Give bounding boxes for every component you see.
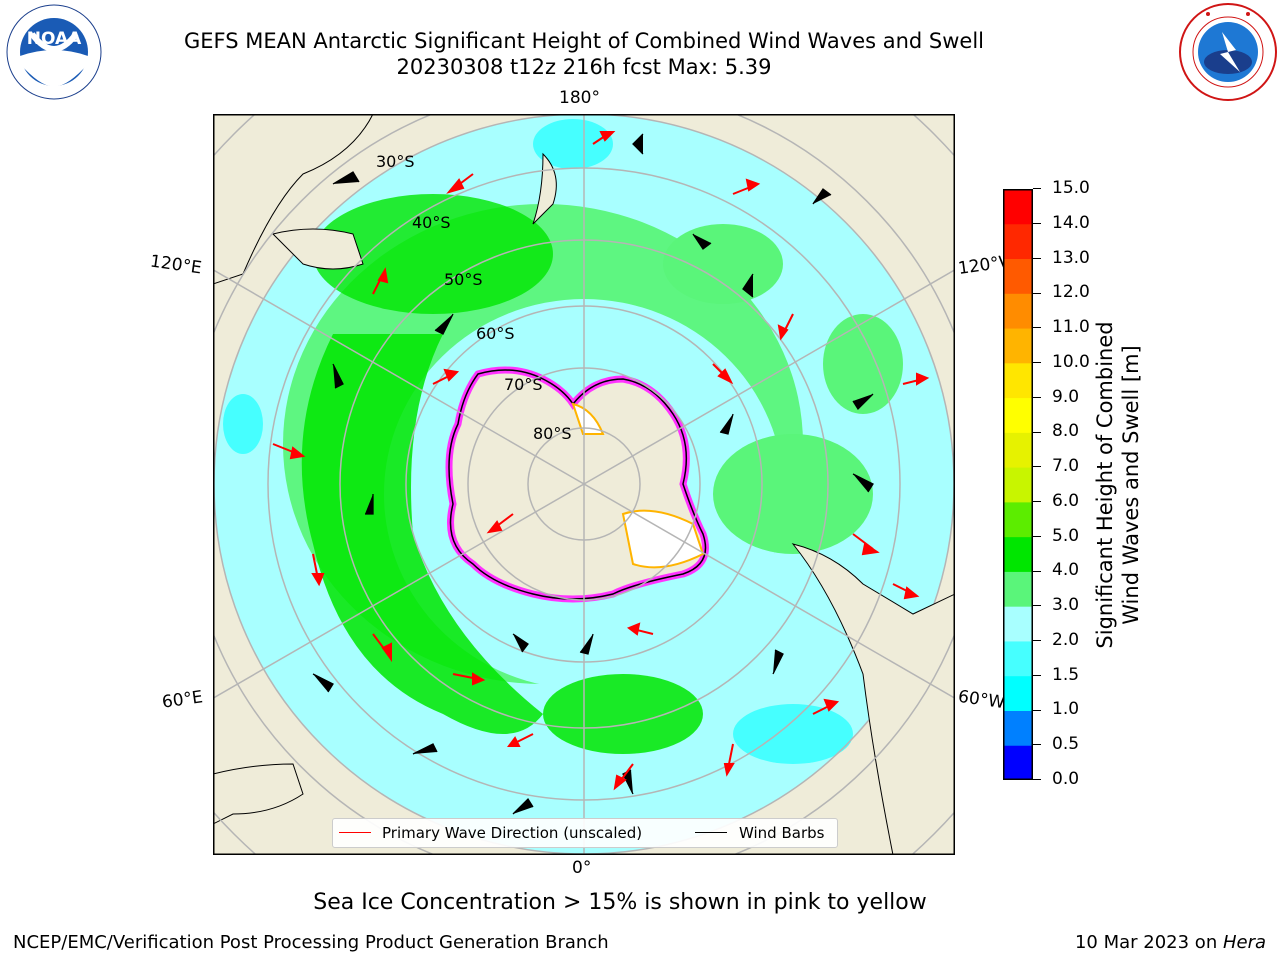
colorbar-tick-label: 6.0 [1052, 490, 1080, 511]
colorbar-tick-mark [1033, 570, 1041, 572]
colorbar-band [1003, 328, 1033, 364]
footer-date: 10 Mar 2023 on [1074, 932, 1223, 953]
colorbar-border [1003, 189, 1033, 780]
colorbar-tick-label: 0.0 [1052, 769, 1080, 789]
chart-subtitle: 20230308 t12z 216h fcst Max: 5.39 [396, 55, 772, 79]
colorbar-band [1003, 710, 1033, 746]
colorbar-band [1003, 640, 1033, 677]
colorbar-tick-mark [1033, 605, 1041, 607]
footer-right: 10 Mar 2023 on Hera [1075, 932, 1266, 953]
colorbar-tick-mark [1033, 744, 1041, 746]
colorbar-tick-label: 9.0 [1052, 386, 1080, 407]
meridians [213, 114, 955, 855]
sea-ice-caption: Sea Ice Concentration > 15% is shown in … [313, 890, 927, 915]
polar-map [213, 114, 955, 855]
lon-label-120e: 120°E [148, 251, 203, 279]
colorbar-band [1003, 397, 1033, 433]
legend-label-wave-direction: Primary Wave Direction (unscaled) [382, 824, 643, 842]
colorbar-band [1003, 675, 1033, 711]
colorbar-tick-label: 14.0 [1052, 212, 1090, 233]
colorbar-tick-label: 4.0 [1052, 560, 1080, 581]
colorbar [1003, 189, 1033, 781]
colorbar-tick-mark [1033, 709, 1041, 711]
lon-label-60e: 60°E [160, 687, 205, 713]
lat-label-30s: 30°S [376, 152, 415, 171]
lon-label-0: 0° [572, 858, 592, 878]
colorbar-tick-mark [1033, 779, 1041, 781]
wave-arrows [272, 131, 930, 791]
colorbar-tick-mark [1033, 362, 1041, 364]
colorbar-tick-mark [1033, 535, 1041, 537]
colorbar-tick-mark [1033, 396, 1041, 398]
colorbar-tick-label: 7.0 [1052, 456, 1080, 477]
lat-label-70s: 70°S [504, 375, 543, 394]
colorbar-tick-label: 1.5 [1052, 664, 1080, 685]
footer-host: Hera [1222, 932, 1266, 953]
colorbar-tick-label: 13.0 [1052, 247, 1090, 268]
legend-swatch-wind-barbs [695, 832, 727, 833]
colorbar-tick-label: 11.0 [1052, 317, 1090, 338]
lat-label-80s: 80°S [533, 424, 572, 443]
colorbar-band [1003, 432, 1033, 468]
lon-label-180: 180° [559, 88, 600, 108]
lon-label-60w: 60°W [956, 686, 1007, 714]
lat-label-40s: 40°S [412, 213, 451, 232]
colorbar-tick-mark [1033, 327, 1041, 329]
colorbar-tick-label: 3.0 [1052, 595, 1080, 616]
colorbar-tick-mark [1033, 640, 1041, 642]
colorbar-band [1003, 293, 1033, 329]
legend-swatch-wave-direction [339, 832, 371, 833]
colorbar-tick-mark [1033, 501, 1041, 503]
colorbar-band [1003, 745, 1033, 781]
wind-barbs [312, 133, 874, 815]
svg-text:NOAA: NOAA [27, 29, 82, 49]
colorbar-tick-mark [1033, 257, 1041, 259]
colorbar-tick-mark [1033, 674, 1041, 676]
colorbar-band [1003, 467, 1033, 503]
legend-label-wind-barbs: Wind Barbs [739, 824, 825, 842]
colorbar-band [1003, 223, 1033, 260]
colorbar-tick-label: 5.0 [1052, 525, 1080, 546]
nws-logo [1178, 2, 1278, 102]
lat-label-50s: 50°S [444, 270, 483, 289]
colorbar-tick-label: 8.0 [1052, 421, 1080, 442]
colorbar-title-line1: Significant Height of Combined [1093, 321, 1117, 649]
map-panel [213, 114, 955, 855]
colorbar-band [1003, 501, 1033, 538]
colorbar-band [1003, 571, 1033, 607]
colorbar-tick-mark [1033, 431, 1041, 433]
map-legend: Primary Wave Direction (unscaled) Wind B… [332, 818, 838, 848]
colorbar-title: Significant Height of Combined Wind Wave… [1092, 321, 1144, 648]
colorbar-tick-label: 1.0 [1052, 699, 1080, 720]
colorbar-title-line2: Wind Waves and Swell [m] [1119, 345, 1143, 625]
lat-label-60s: 60°S [476, 324, 515, 343]
colorbar-band [1003, 536, 1033, 572]
colorbar-band [1003, 189, 1033, 225]
colorbar-band [1003, 606, 1033, 642]
colorbar-tick-mark [1033, 466, 1041, 468]
colorbar-tick-label: 15.0 [1052, 178, 1090, 198]
colorbar-band [1003, 258, 1033, 294]
colorbar-tick-mark [1033, 223, 1041, 224]
colorbar-tick-mark [1033, 188, 1041, 190]
noaa-logo: NOAA [6, 4, 102, 100]
colorbar-tick-label: 10.0 [1052, 351, 1090, 372]
colorbar-band [1003, 362, 1033, 399]
colorbar-tick-label: 0.5 [1052, 734, 1080, 755]
footer-left: NCEP/EMC/Verification Post Processing Pr… [13, 932, 609, 953]
chart-title: GEFS MEAN Antarctic Significant Height o… [183, 29, 985, 53]
colorbar-tick-label: 2.0 [1052, 629, 1080, 650]
colorbar-tick-mark [1033, 292, 1041, 294]
colorbar-tick-label: 12.0 [1052, 282, 1090, 303]
colorbar-bar [1003, 189, 1033, 781]
